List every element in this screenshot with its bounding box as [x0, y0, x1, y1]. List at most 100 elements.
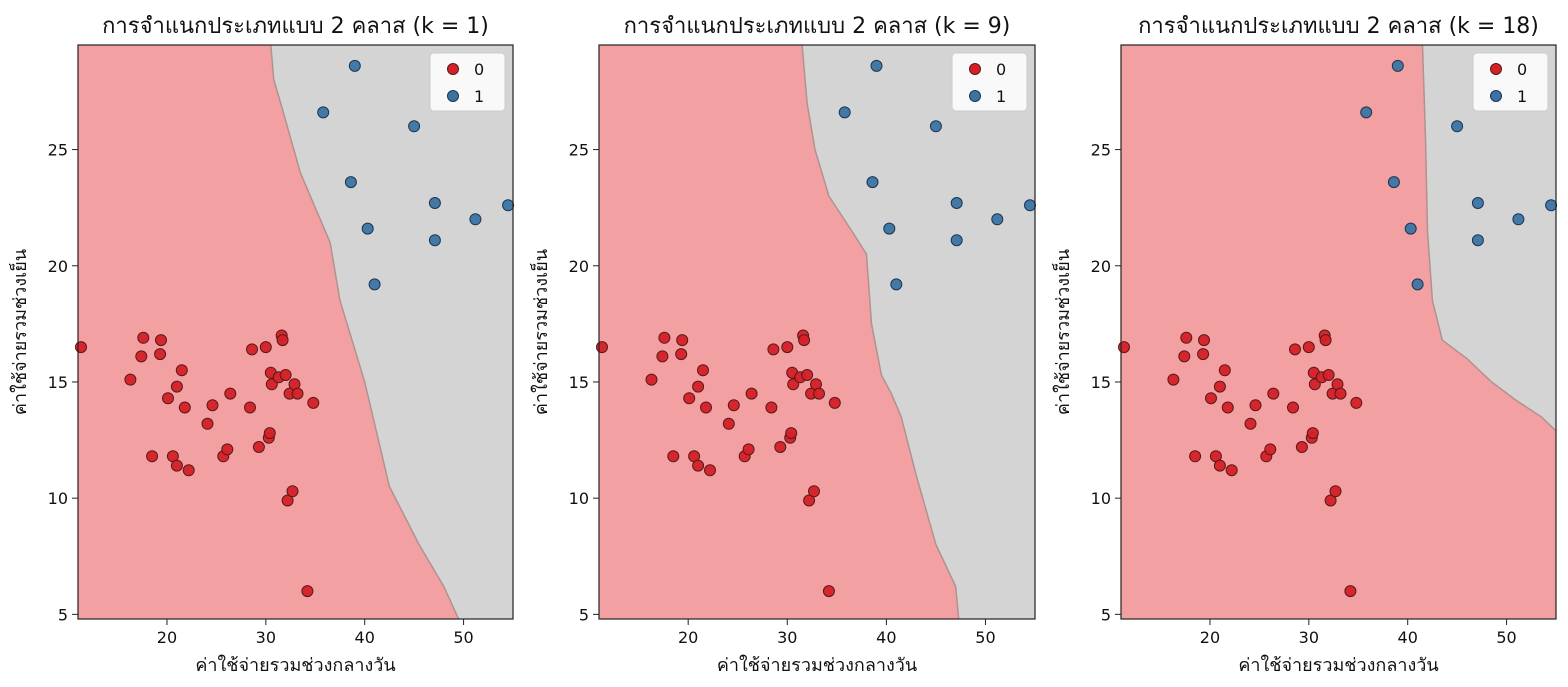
data-point-class-0: [742, 443, 755, 456]
y-axis-label: ค่าใช้จ่ายรวมช่วงเย็น: [1051, 249, 1074, 415]
data-point-class-0: [1322, 369, 1335, 381]
y-tick-label: 15: [48, 373, 68, 392]
data-point-class-0: [1306, 427, 1319, 440]
y-tick-label: 15: [1091, 373, 1111, 392]
data-point-class-0: [667, 450, 680, 463]
data-point-class-0: [785, 427, 798, 440]
y-tick-label: 25: [48, 141, 68, 160]
legend-label: 1: [1517, 87, 1527, 106]
data-point-class-0: [244, 401, 256, 414]
data-point-class-0: [281, 494, 294, 507]
data-point-class-0: [745, 387, 758, 400]
data-point-class-0: [765, 401, 778, 414]
x-tick-label: 30: [777, 628, 797, 647]
data-point-class-0: [1324, 494, 1337, 507]
x-tick-label: 30: [1299, 628, 1319, 647]
data-point-class-0: [154, 348, 167, 361]
data-point-class-0: [155, 334, 167, 347]
legend-label: 0: [996, 60, 1006, 79]
decision-boundary: [270, 45, 460, 619]
data-point-class-0: [1197, 348, 1210, 361]
data-point-class-0: [124, 373, 137, 386]
data-point-class-0: [1118, 341, 1130, 354]
data-point-class-0: [1287, 401, 1299, 414]
data-point-class-0: [1189, 450, 1202, 463]
data-point-class-0: [787, 378, 800, 391]
data-point-class-0: [170, 459, 183, 472]
data-point-class-0: [700, 401, 712, 414]
data-point-class-0: [1225, 464, 1238, 477]
legend: 01: [429, 52, 506, 112]
data-point-class-1: [428, 197, 441, 209]
data-point-class-0: [1167, 373, 1180, 386]
data-point-class-1: [368, 278, 381, 291]
data-point-class-0: [801, 369, 814, 381]
data-point-class-0: [1350, 396, 1363, 409]
data-point-class-0: [224, 387, 237, 400]
x-tick-label: 40: [876, 628, 896, 647]
data-point-class-0: [146, 450, 159, 463]
class-1-region: [270, 45, 513, 619]
y-tick-label: 20: [569, 257, 589, 276]
data-point-class-1: [428, 234, 441, 247]
class-1-region: [802, 45, 1035, 619]
legend-box: [951, 52, 1028, 112]
data-point-class-1: [344, 176, 357, 189]
data-point-class-1: [866, 176, 879, 189]
data-point-class-0: [596, 341, 608, 354]
data-point-class-0: [1264, 443, 1277, 456]
data-point-class-0: [259, 341, 272, 354]
data-point-class-0: [1267, 387, 1280, 400]
data-point-class-0: [722, 417, 735, 430]
legend-marker-class-0: [1490, 63, 1502, 75]
data-point-class-0: [767, 343, 780, 356]
data-point-class-0: [206, 399, 219, 412]
data-point-class-0: [1213, 380, 1226, 393]
data-point-class-0: [692, 380, 705, 393]
data-point-class-1: [1360, 106, 1373, 119]
data-point-class-0: [808, 485, 820, 498]
data-point-class-1: [1471, 197, 1484, 209]
data-point-class-0: [307, 396, 320, 409]
data-point-class-0: [276, 334, 289, 347]
y-tick-label: 10: [569, 489, 589, 508]
data-point-class-1: [1512, 213, 1525, 226]
data-point-class-0: [658, 331, 671, 344]
chart-title: การจำแนกประเภทแบบ 2 คลาส (k = 1): [102, 14, 489, 39]
data-point-class-0: [697, 364, 709, 377]
y-tick-label: 25: [569, 141, 589, 160]
plot-frame: [1120, 44, 1557, 620]
data-point-class-0: [774, 441, 787, 453]
legend: 01: [951, 52, 1028, 112]
data-point-class-0: [813, 387, 825, 400]
data-point-class-0: [704, 464, 716, 477]
y-tick-label: 25: [1091, 141, 1111, 160]
data-point-class-0: [201, 417, 214, 430]
x-tick-label: 50: [975, 628, 995, 647]
data-point-class-0: [1249, 399, 1262, 412]
data-point-class-0: [1221, 401, 1234, 414]
data-point-class-0: [727, 399, 740, 412]
data-point-class-0: [781, 341, 794, 354]
data-point-class-1: [1404, 222, 1417, 235]
data-point-class-1: [348, 59, 361, 72]
data-point-class-1: [1451, 120, 1464, 133]
x-tick-label: 50: [1496, 628, 1516, 647]
legend-label: 0: [474, 60, 484, 79]
data-point-class-0: [1205, 392, 1217, 405]
data-point-class-1: [1471, 234, 1484, 247]
data-point-class-1: [1545, 199, 1558, 212]
data-point-class-0: [162, 392, 174, 405]
x-axis-label: ค่าใช้จ่ายรวมช่วงกลางวัน: [195, 654, 395, 676]
data-point-class-0: [175, 364, 188, 377]
y-tick-label: 20: [1091, 257, 1111, 276]
data-point-class-0: [1218, 364, 1231, 377]
data-point-class-1: [1387, 176, 1400, 189]
data-point-class-0: [692, 459, 705, 472]
data-point-class-0: [1295, 441, 1308, 453]
data-point-class-0: [178, 401, 191, 414]
y-tick-label: 5: [579, 605, 589, 624]
